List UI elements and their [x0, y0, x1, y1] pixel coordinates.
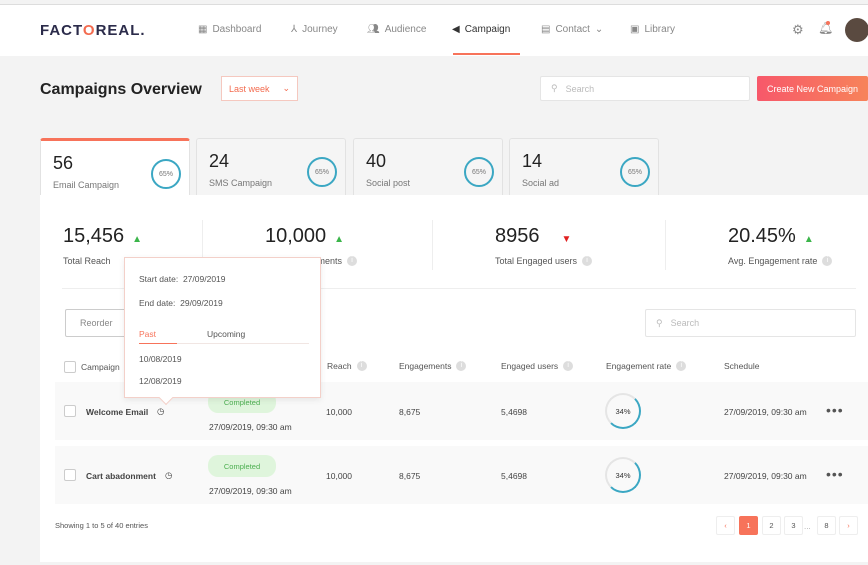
- divider: [62, 288, 856, 289]
- nav-audience[interactable]: 👥︎ Audience: [367, 24, 427, 35]
- branch-icon: ⅄: [291, 24, 298, 35]
- entries-info: Showing 1 to 5 of 40 entries: [55, 521, 148, 530]
- page-title: Campaigns Overview: [40, 81, 202, 98]
- progress-ring: 65%: [464, 157, 494, 187]
- col-campaign[interactable]: Campaign: [64, 361, 120, 373]
- row-checkbox[interactable]: [64, 405, 76, 417]
- tab-upcoming[interactable]: Upcoming: [207, 329, 246, 339]
- page-2[interactable]: 2: [762, 516, 781, 535]
- logo[interactable]: FACTOREAL.: [40, 22, 146, 39]
- prev-page-button[interactable]: ‹: [716, 516, 735, 535]
- more-icon[interactable]: •••: [826, 466, 844, 482]
- active-nav-indicator: [453, 53, 520, 55]
- trend-up-icon: ▲: [132, 234, 143, 245]
- date-item[interactable]: 12/08/2019: [139, 376, 182, 386]
- info-icon[interactable]: i: [356, 361, 367, 371]
- grid-icon: ▦: [198, 24, 208, 35]
- nav-dashboard[interactable]: ▦ Dashboard: [198, 24, 262, 35]
- page-3[interactable]: 3: [784, 516, 803, 535]
- divider: [432, 220, 433, 270]
- divider: [665, 220, 666, 270]
- info-icon[interactable]: i: [822, 256, 833, 266]
- info-icon[interactable]: i: [456, 361, 467, 371]
- col-reach[interactable]: Reach i: [327, 361, 367, 371]
- create-campaign-button[interactable]: Create New Campaign: [757, 76, 868, 101]
- nav-contact[interactable]: ▤ Contact ⌄: [541, 24, 604, 35]
- nav-campaign[interactable]: ◀ Campaign: [452, 24, 511, 35]
- pagination-ellipsis: ...: [804, 522, 811, 531]
- end-date: End date: 29/09/2019: [139, 298, 223, 308]
- select-all-checkbox[interactable]: [64, 361, 76, 373]
- clock-icon[interactable]: ◷: [157, 406, 165, 416]
- page-1[interactable]: 1: [739, 516, 758, 535]
- next-page-button[interactable]: ›: [839, 516, 858, 535]
- megaphone-icon: ◀: [452, 24, 460, 35]
- stat-engagement-rate: 20.45% ▲ Avg. Engagement rate i: [728, 225, 833, 266]
- nav-journey[interactable]: ⅄ Journey: [291, 24, 338, 35]
- col-engagement-rate[interactable]: Engagement rate i: [606, 361, 687, 371]
- chevron-down-icon: ⌄: [594, 24, 604, 35]
- info-icon[interactable]: i: [347, 256, 358, 266]
- tab-social-post[interactable]: 40 Social post 65%: [353, 138, 503, 196]
- tab-past[interactable]: Past: [139, 329, 177, 344]
- schedule-popover: Start date: 27/09/2019 End date: 29/09/2…: [124, 257, 321, 406]
- divider: [202, 220, 203, 270]
- trend-up-icon: ▲: [803, 234, 814, 245]
- divider: [139, 343, 309, 344]
- search-icon: ⚲: [656, 317, 663, 328]
- table-search-input[interactable]: ⚲ Search: [645, 309, 856, 337]
- nav-library[interactable]: ▣ Library: [630, 24, 676, 35]
- period-select[interactable]: Last week ⌄: [221, 76, 298, 101]
- contact-card-icon: ▤: [541, 24, 551, 35]
- avatar[interactable]: [845, 18, 868, 42]
- users-icon: 👥︎: [367, 24, 380, 35]
- clock-icon[interactable]: ◷: [165, 470, 173, 480]
- page-8[interactable]: 8: [817, 516, 836, 535]
- progress-ring: 65%: [151, 159, 181, 189]
- stat-engaged-users: 8956 ▼ Total Engaged users i: [495, 225, 593, 266]
- info-icon[interactable]: i: [563, 361, 574, 371]
- info-icon[interactable]: i: [582, 256, 593, 266]
- progress-ring: 65%: [620, 157, 650, 187]
- tab-social-ad[interactable]: 14 Social ad 65%: [509, 138, 659, 196]
- info-icon[interactable]: i: [676, 361, 687, 371]
- col-engaged-users[interactable]: Engaged users i: [501, 361, 574, 371]
- engagement-rate-ring: 34%: [605, 393, 641, 429]
- gear-icon[interactable]: ⚙: [792, 22, 804, 37]
- tab-email-campaign[interactable]: 56 Email Campaign 65%: [40, 138, 190, 196]
- status-badge: Completed: [208, 455, 276, 477]
- bell-icon[interactable]: 🔔︎: [818, 21, 834, 35]
- trend-down-icon: ▼: [561, 234, 572, 245]
- start-date: Start date: 27/09/2019: [139, 274, 226, 284]
- top-nav: [0, 4, 868, 56]
- image-icon: ▣: [630, 24, 640, 35]
- search-input[interactable]: ⚲ Search: [540, 76, 750, 101]
- col-schedule[interactable]: Schedule: [724, 361, 760, 371]
- engagement-rate-ring: 34%: [605, 457, 641, 493]
- more-icon[interactable]: •••: [826, 402, 844, 418]
- table-row[interactable]: Cart abadonment ◷ Completed 27/09/2019, …: [55, 446, 868, 504]
- chevron-down-icon: ⌄: [282, 83, 290, 93]
- progress-ring: 65%: [307, 157, 337, 187]
- row-checkbox[interactable]: [64, 469, 76, 481]
- notification-dot: [826, 21, 830, 25]
- stat-total-reach: 15,456 ▲ Total Reach: [63, 225, 143, 266]
- tab-sms-campaign[interactable]: 24 SMS Campaign 65%: [196, 138, 346, 196]
- col-engagements[interactable]: Engagements i: [399, 361, 467, 371]
- date-item[interactable]: 10/08/2019: [139, 354, 182, 364]
- search-icon: ⚲: [551, 83, 558, 93]
- trend-up-icon: ▲: [334, 234, 345, 245]
